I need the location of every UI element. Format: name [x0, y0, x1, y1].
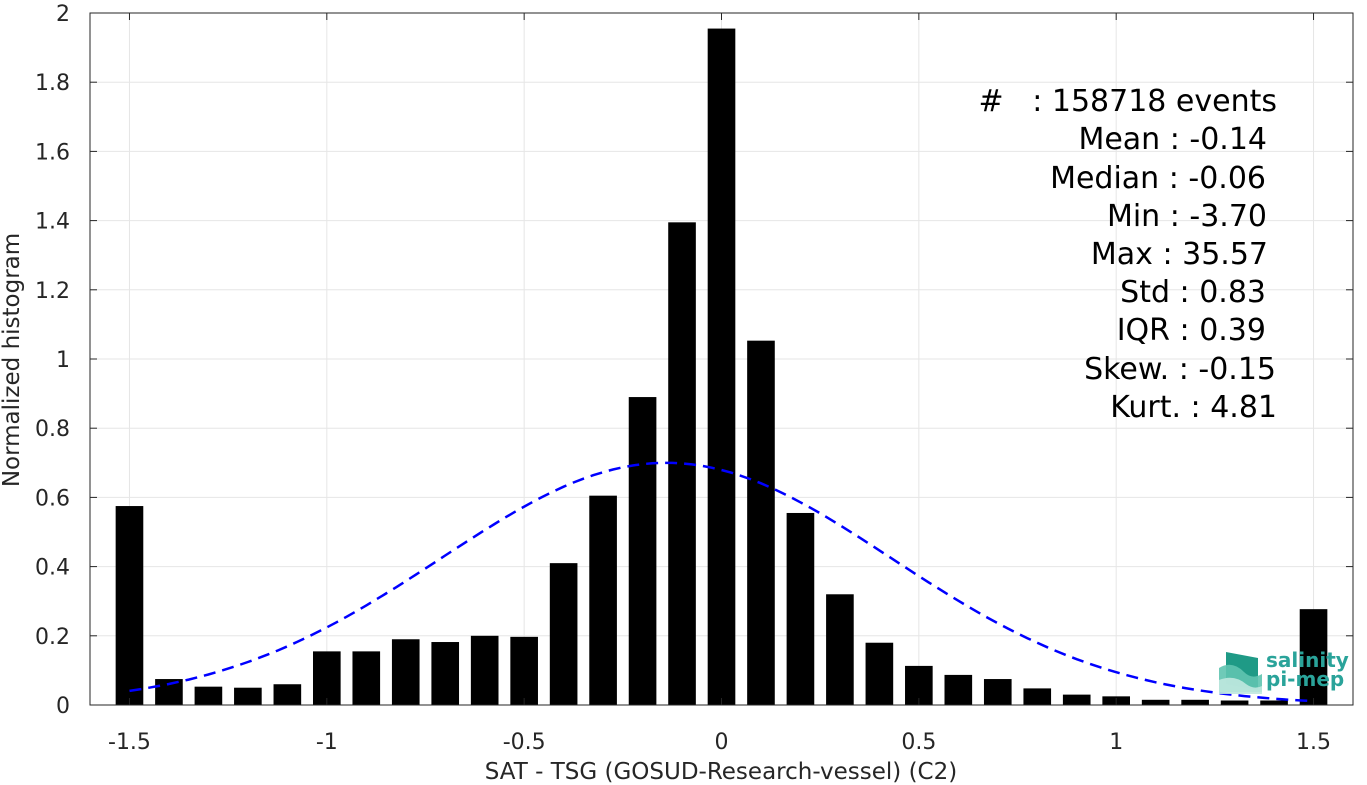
y-tick-label: 1.4 — [35, 210, 70, 235]
stats-max: Max : 35.57 — [1091, 237, 1268, 272]
gaussian-fit-curve — [129, 461, 1314, 703]
stats-kurt: Kurt. : 4.81 — [1110, 390, 1277, 425]
y-axis-ticks: 0 0.2 0.4 0.6 0.8 1 1.2 1.4 1.6 1.8 2 — [35, 2, 1353, 719]
histogram-bar — [115, 506, 144, 705]
x-axis-ticks: -1.5 -1 -0.5 0 0.5 1 1.5 — [108, 13, 1331, 755]
x-tick-label: 0 — [715, 730, 729, 755]
histogram-bar — [194, 686, 223, 705]
y-tick-label: 0.2 — [35, 625, 70, 650]
statistics-box: # : 158718 events Mean : -0.14 Median : … — [978, 84, 1277, 425]
stats-std: Std : 0.83 — [1120, 275, 1266, 310]
histogram-bar — [1299, 609, 1328, 705]
x-tick-label: 1.5 — [1296, 730, 1331, 755]
histogram-bar — [944, 674, 973, 705]
y-tick-label: 1.6 — [35, 140, 70, 165]
histogram-bar — [589, 495, 617, 705]
histogram-bar — [431, 642, 460, 705]
y-tick-label: 1.8 — [35, 71, 70, 96]
histogram-bar — [312, 651, 341, 705]
histogram-bar — [1260, 700, 1288, 705]
salinity-pimep-logo: salinity pi-mep — [1219, 648, 1349, 694]
histogram-bar — [983, 679, 1012, 705]
histogram-bars — [115, 28, 1328, 705]
histogram-bar — [1023, 688, 1052, 705]
logo-line1: salinity — [1266, 648, 1349, 672]
stats-mean: Mean : -0.14 — [1078, 122, 1267, 157]
histogram-bar — [1141, 699, 1170, 705]
stats-iqr: IQR : 0.39 — [1117, 313, 1266, 348]
histogram-bar — [1062, 694, 1091, 705]
histogram-bar — [510, 636, 538, 705]
stats-events: # : 158718 events — [978, 84, 1277, 119]
y-tick-label: 0.8 — [35, 417, 70, 442]
histogram-bar — [1181, 699, 1209, 705]
y-tick-label: 1 — [56, 348, 70, 373]
x-tick-label: 0.5 — [901, 730, 936, 755]
histogram-bar — [865, 642, 894, 705]
stats-median: Median : -0.06 — [1050, 161, 1266, 196]
histogram-bar — [549, 563, 578, 705]
y-tick-label: 0 — [56, 694, 70, 719]
x-axis-title: SAT - TSG (GOSUD-Research-vessel) (C2) — [485, 759, 957, 785]
y-tick-label: 2 — [56, 2, 70, 27]
histogram-bar — [747, 340, 775, 705]
x-tick-label: -1.5 — [108, 730, 151, 755]
histogram-bar — [352, 651, 381, 705]
histogram-bar — [391, 639, 420, 705]
histogram-bar — [826, 594, 854, 705]
histogram-bar — [1220, 700, 1249, 705]
wave-logo-icon — [1219, 652, 1262, 694]
x-tick-label: -0.5 — [503, 730, 546, 755]
y-tick-label: 0.4 — [35, 556, 70, 581]
histogram-bar — [470, 635, 499, 705]
stats-skew: Skew. : -0.15 — [1084, 352, 1276, 387]
histogram-bar — [628, 397, 657, 705]
histogram-bar — [234, 687, 262, 705]
histogram-bar — [273, 684, 302, 705]
y-tick-label: 1.2 — [35, 279, 70, 304]
x-tick-label: -1 — [316, 730, 338, 755]
logo-line2: pi-mep — [1266, 667, 1344, 691]
y-axis-title: Normalized histogram — [0, 233, 25, 487]
x-tick-label: 1 — [1109, 730, 1123, 755]
histogram-bar — [707, 28, 736, 705]
histogram-bar — [786, 512, 815, 705]
y-tick-label: 0.6 — [35, 486, 70, 511]
stats-min: Min : -3.70 — [1107, 199, 1267, 234]
